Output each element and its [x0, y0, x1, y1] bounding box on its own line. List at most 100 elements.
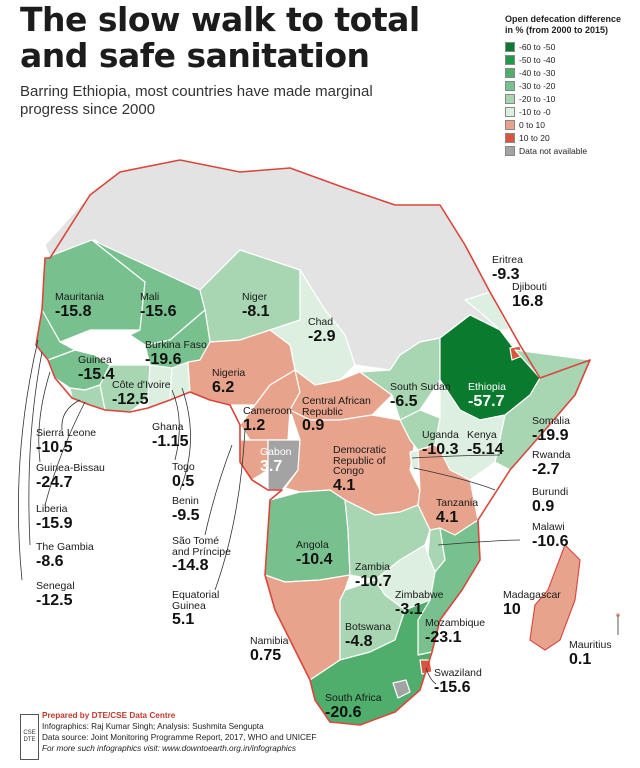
legend-swatch [505, 93, 515, 104]
country-value: -2.7 [532, 460, 560, 478]
country-value: -24.7 [36, 473, 73, 491]
country-name: Madagascar [503, 589, 561, 601]
country-value: 0.1 [569, 650, 592, 668]
country-name: Kenya [467, 429, 497, 441]
label-kenya: Kenya -5.14 [467, 430, 503, 458]
country-name: Zambia [355, 561, 391, 573]
country-name: Uganda [422, 429, 459, 441]
country-value: 4.1 [436, 508, 459, 526]
legend-label: -60 to -50 [519, 41, 556, 52]
label-botswana: Botswana -4.8 [345, 622, 391, 650]
credit-infographics: Infographics: Raj Kumar Singh; Analysis:… [42, 722, 264, 731]
country-name: Cameroon [243, 405, 293, 417]
country-value: -8.6 [36, 552, 64, 570]
label-angola: Angola -10.4 [296, 540, 332, 568]
leader-sao-tome [204, 444, 233, 536]
label-burundi: Burundi 0.9 [532, 487, 568, 515]
country-name: The Gambia [36, 541, 94, 553]
legend-swatch [505, 145, 515, 156]
legend-swatch [505, 119, 515, 130]
legend-label: -50 to -40 [519, 54, 556, 65]
legend-item: -30 to -20 [505, 79, 637, 92]
leader-lines [18, 339, 619, 685]
country-name: Mauritania [55, 291, 105, 303]
country-name: South Sudan [390, 381, 451, 393]
country-value: -15.6 [140, 302, 177, 320]
country-value: -9.5 [172, 506, 200, 524]
country-value: -15.9 [36, 514, 73, 532]
country-value: 5.1 [172, 611, 195, 628]
country-value: -8.1 [242, 302, 270, 320]
country-name: Swaziland [434, 667, 482, 679]
leader-malawi [437, 539, 521, 546]
country-name: Nigeria [212, 367, 246, 379]
label-guinea: Guinea -15.4 [78, 355, 114, 383]
country-name: Liberia [36, 503, 68, 515]
country-value: -20.6 [325, 703, 362, 721]
label-ghana: Ghana -1.15 [152, 422, 188, 450]
leader-swaziland [425, 667, 437, 685]
credit-more-link[interactable]: For more such infographics visit: www.do… [42, 744, 296, 753]
label-madagascar: Madagascar 10 [503, 590, 561, 618]
legend-label: -40 to -30 [519, 67, 556, 78]
label-equatorial-guinea: Equatorial Guinea 5.1 [172, 590, 232, 628]
country-name: Malawi [532, 521, 565, 533]
legend-swatch [505, 80, 515, 91]
country-value: -10.3 [422, 440, 459, 458]
country-name: Angola [296, 539, 329, 551]
country-value: -15.6 [434, 678, 471, 696]
country-name: Somalia [532, 415, 570, 427]
country-value: 4.1 [333, 476, 356, 494]
angola [264, 489, 351, 583]
country-name: Burkina Faso [145, 339, 207, 351]
country-value: -1.15 [152, 432, 189, 450]
legend-swatch [505, 106, 515, 117]
label-cameroon: Cameroon 1.2 [243, 406, 292, 434]
page-subtitle: Barring Ethiopia, most countries have ma… [20, 83, 373, 118]
label-zambia: Zambia -10.7 [355, 562, 391, 590]
legend-item: 0 to 10 [505, 118, 637, 131]
title-line-2: and safe sanitation [20, 36, 370, 75]
credits: CSE DTE Prepared by DTE/CSE Data Centre … [20, 710, 316, 760]
legend-label: Data not available [519, 145, 588, 156]
country-value: 10 [503, 600, 521, 618]
legend-label: -10 to -0 [519, 106, 551, 117]
country-name: Côte d'Ivoire [112, 379, 171, 391]
country-name: Zimbabwe [395, 589, 444, 601]
label-liberia: Liberia -15.9 [36, 504, 72, 532]
label-central-african-republic: Central African Republic 0.9 [302, 396, 382, 434]
label-gabon: Gabon 3.7 [260, 447, 292, 475]
country-value: 0.9 [532, 497, 555, 515]
legend-title: Open defecation difference in % (from 20… [505, 14, 637, 36]
legend-swatch [505, 41, 515, 52]
label-djibouti: Djibouti 16.8 [512, 282, 547, 310]
country-value: -12.5 [112, 390, 149, 408]
country-name: Mauritius [569, 639, 612, 651]
country-name: Benin [172, 495, 199, 507]
legend-swatch [505, 132, 515, 143]
label-burkina-faso: Burkina Faso -19.6 [145, 340, 207, 368]
label-south-africa: South Africa -20.6 [325, 693, 382, 721]
title-line-1: The slow walk to total [20, 0, 420, 39]
coastline [35, 159, 591, 726]
leader-sierra-leone [61, 399, 81, 431]
country-value: -3.1 [395, 600, 423, 618]
label-zimbabwe: Zimbabwe -3.1 [395, 590, 443, 618]
country-name: Mozambique [425, 617, 486, 629]
country-name: Djibouti [512, 281, 548, 293]
country-name: Senegal [36, 580, 75, 592]
country-value: -2.9 [308, 327, 336, 345]
country-value: -10.4 [296, 550, 333, 568]
leader-liberia [44, 401, 86, 506]
country-name: Central African Republic [302, 395, 371, 418]
country-name: Chad [308, 316, 334, 328]
label-swaziland: Swaziland -15.6 [434, 668, 482, 696]
eritrea [464, 291, 511, 331]
label-south-sudan: South Sudan -6.5 [390, 382, 451, 410]
country-name: Guinea [78, 354, 112, 366]
country-value: -6.5 [390, 392, 418, 410]
country-name: Sierra Leone [36, 427, 97, 439]
country-name: Togo [172, 461, 195, 473]
country-name: Guinea-Bissau [36, 462, 105, 474]
